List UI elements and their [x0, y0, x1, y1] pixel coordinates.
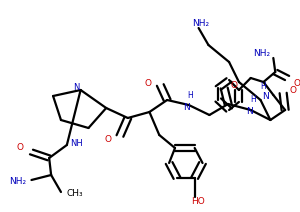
Text: NH: NH	[70, 138, 83, 148]
Text: CH₃: CH₃	[66, 190, 83, 198]
Text: NH₂: NH₂	[192, 18, 209, 28]
Text: N: N	[262, 92, 269, 102]
Text: H: H	[250, 95, 256, 105]
Text: O: O	[290, 86, 296, 95]
Text: NH₂: NH₂	[253, 49, 270, 57]
Text: N: N	[74, 84, 80, 92]
Text: H: H	[187, 92, 193, 100]
Text: HO: HO	[191, 198, 205, 206]
Text: O: O	[145, 78, 152, 88]
Text: O: O	[293, 78, 300, 88]
Text: O: O	[105, 135, 112, 145]
Text: O: O	[16, 144, 23, 152]
Text: O: O	[230, 81, 238, 91]
Text: H: H	[261, 82, 266, 92]
Text: N: N	[246, 106, 253, 116]
Text: N: N	[183, 102, 190, 112]
Text: NH₂: NH₂	[9, 177, 26, 187]
